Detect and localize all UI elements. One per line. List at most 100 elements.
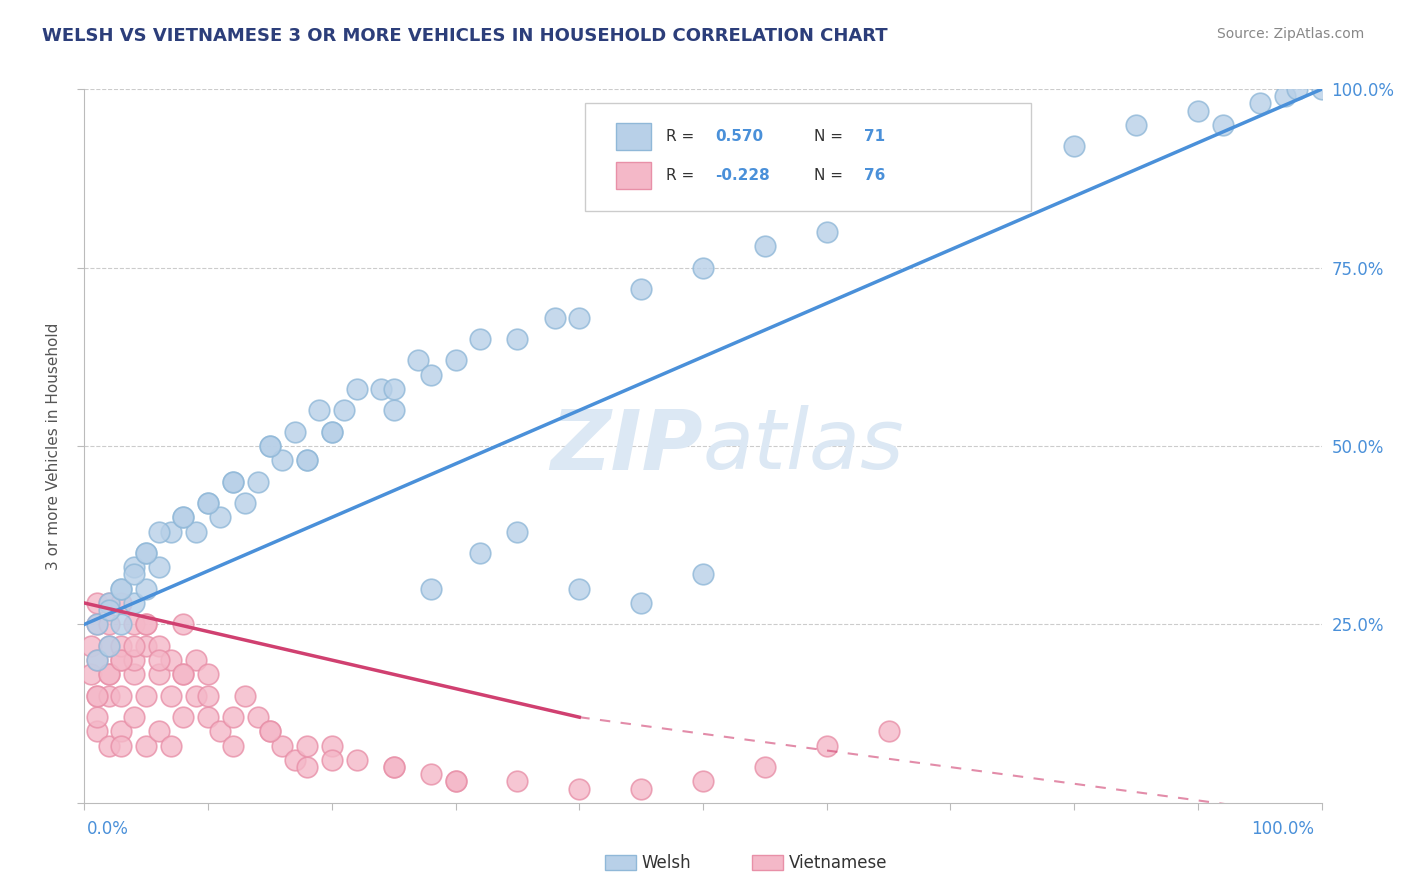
Point <box>160 524 183 539</box>
Point <box>98 596 121 610</box>
Point <box>197 496 219 510</box>
Point <box>308 403 330 417</box>
Point <box>184 653 207 667</box>
Point <box>148 653 170 667</box>
Point <box>382 403 405 417</box>
Point <box>86 617 108 632</box>
Point <box>197 667 219 681</box>
Point <box>209 510 232 524</box>
Point <box>346 382 368 396</box>
Point <box>419 368 441 382</box>
Point <box>110 739 132 753</box>
Point <box>122 639 145 653</box>
Point <box>86 689 108 703</box>
Point <box>321 425 343 439</box>
Point <box>110 639 132 653</box>
FancyBboxPatch shape <box>616 123 651 150</box>
Point <box>419 582 441 596</box>
Point <box>506 524 529 539</box>
Point <box>1249 96 1271 111</box>
Point <box>148 667 170 681</box>
Point <box>259 439 281 453</box>
Point <box>222 475 245 489</box>
Point <box>321 425 343 439</box>
Point <box>321 739 343 753</box>
Point <box>1285 82 1308 96</box>
Point <box>754 239 776 253</box>
Text: N =: N = <box>814 128 848 144</box>
Point <box>172 710 194 724</box>
Point <box>122 596 145 610</box>
Point <box>160 653 183 667</box>
Point <box>86 653 108 667</box>
Point <box>79 639 101 653</box>
Text: 0.570: 0.570 <box>716 128 763 144</box>
Point <box>122 653 145 667</box>
Point <box>184 689 207 703</box>
Point <box>135 582 157 596</box>
Point <box>98 667 121 681</box>
Point <box>172 667 194 681</box>
Point <box>197 710 219 724</box>
Point <box>86 724 108 739</box>
Point <box>110 596 132 610</box>
Point <box>98 689 121 703</box>
Point <box>1187 103 1209 118</box>
Point <box>135 546 157 560</box>
Point <box>197 496 219 510</box>
Point <box>877 189 900 203</box>
Point <box>98 639 121 653</box>
Point <box>209 724 232 739</box>
Point <box>259 724 281 739</box>
Point <box>98 639 121 653</box>
Point <box>86 617 108 632</box>
Point <box>754 760 776 774</box>
Point <box>222 475 245 489</box>
FancyBboxPatch shape <box>616 162 651 189</box>
Text: R =: R = <box>666 128 699 144</box>
Point <box>259 724 281 739</box>
Point <box>110 582 132 596</box>
Point <box>110 653 132 667</box>
Point <box>815 225 838 239</box>
Point <box>110 582 132 596</box>
Point <box>222 739 245 753</box>
Point <box>692 260 714 275</box>
Point <box>1001 153 1024 168</box>
Text: ZIP: ZIP <box>550 406 703 486</box>
Point <box>630 781 652 796</box>
Point <box>271 453 294 467</box>
Point <box>98 667 121 681</box>
Point <box>86 710 108 724</box>
Point <box>295 760 318 774</box>
Point <box>382 760 405 774</box>
Text: R =: R = <box>666 168 699 183</box>
Text: 76: 76 <box>863 168 886 183</box>
Point <box>135 639 157 653</box>
Point <box>692 567 714 582</box>
Point <box>370 382 392 396</box>
Point <box>568 582 591 596</box>
Point <box>122 667 145 681</box>
Y-axis label: 3 or more Vehicles in Household: 3 or more Vehicles in Household <box>46 322 62 570</box>
Point <box>222 710 245 724</box>
Point <box>110 653 132 667</box>
Point <box>135 739 157 753</box>
Point <box>939 168 962 182</box>
Point <box>444 353 467 368</box>
FancyBboxPatch shape <box>585 103 1031 211</box>
Point <box>197 689 219 703</box>
Point <box>160 689 183 703</box>
Point <box>246 475 269 489</box>
Point <box>148 524 170 539</box>
Point <box>630 596 652 610</box>
Point <box>568 310 591 325</box>
Point <box>295 453 318 467</box>
Text: N =: N = <box>814 168 848 183</box>
Point <box>135 689 157 703</box>
Point <box>321 753 343 767</box>
Point <box>1125 118 1147 132</box>
Point <box>98 617 121 632</box>
Point <box>148 560 170 574</box>
Point <box>568 781 591 796</box>
